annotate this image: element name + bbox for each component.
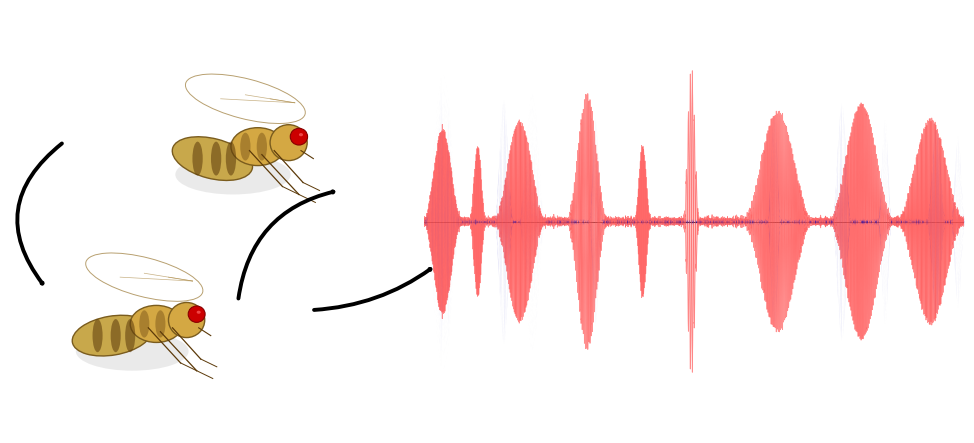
Ellipse shape xyxy=(185,74,305,124)
Ellipse shape xyxy=(197,311,201,314)
Ellipse shape xyxy=(72,315,152,356)
Ellipse shape xyxy=(131,305,182,342)
Ellipse shape xyxy=(257,133,267,161)
Ellipse shape xyxy=(270,125,307,161)
Ellipse shape xyxy=(193,142,203,175)
Ellipse shape xyxy=(139,310,149,338)
Ellipse shape xyxy=(111,319,121,352)
Ellipse shape xyxy=(93,319,102,352)
Ellipse shape xyxy=(188,306,206,323)
Ellipse shape xyxy=(175,155,290,194)
Ellipse shape xyxy=(211,142,221,175)
Ellipse shape xyxy=(231,128,284,166)
FancyArrowPatch shape xyxy=(314,269,431,310)
FancyArrowPatch shape xyxy=(239,191,333,299)
Ellipse shape xyxy=(156,310,166,338)
Ellipse shape xyxy=(299,133,303,136)
Ellipse shape xyxy=(226,142,236,175)
Ellipse shape xyxy=(86,253,203,301)
Ellipse shape xyxy=(290,128,308,145)
Ellipse shape xyxy=(172,137,252,180)
FancyArrowPatch shape xyxy=(18,144,62,284)
Ellipse shape xyxy=(76,332,189,371)
Ellipse shape xyxy=(241,133,250,161)
Ellipse shape xyxy=(169,303,205,338)
Ellipse shape xyxy=(125,319,135,352)
